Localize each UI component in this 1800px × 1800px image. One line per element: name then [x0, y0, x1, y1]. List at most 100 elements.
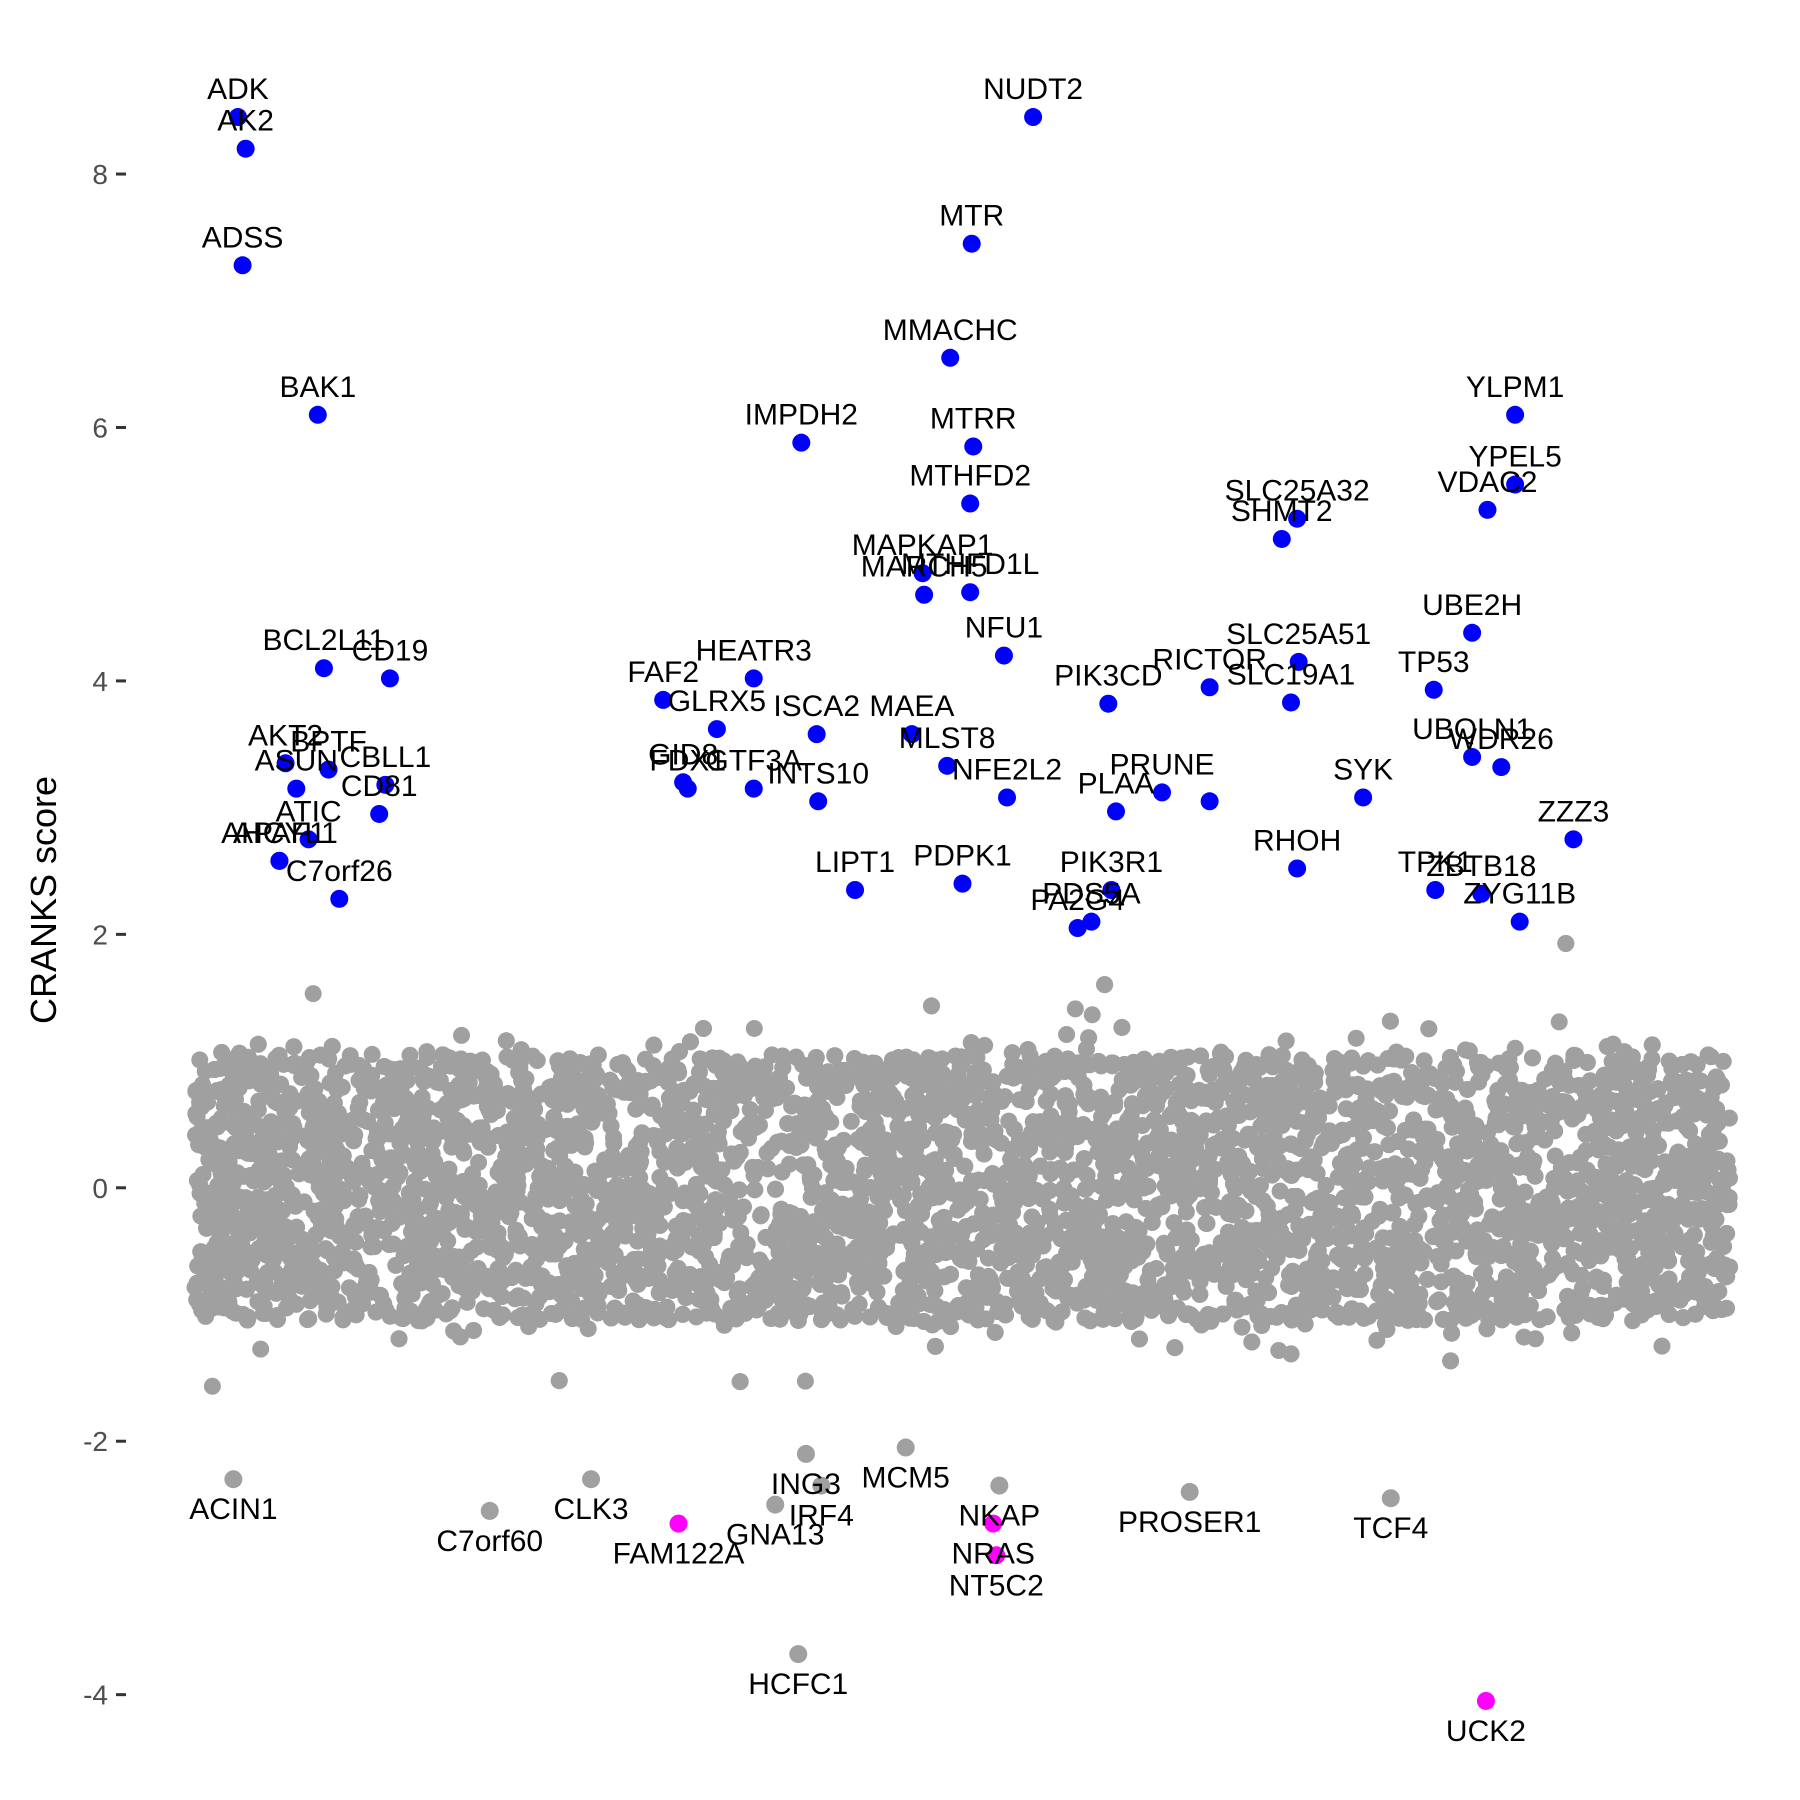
- data-point: [1192, 1047, 1210, 1065]
- data-point: [318, 1242, 336, 1260]
- data-point: [721, 1247, 739, 1265]
- data-point: [1368, 1331, 1386, 1349]
- data-point: [694, 1051, 712, 1069]
- data-point: [1191, 1285, 1209, 1303]
- data-point: [1534, 1113, 1552, 1131]
- data-point: [731, 1373, 749, 1391]
- data-point: [238, 1280, 256, 1298]
- data-point: [1699, 1046, 1717, 1064]
- data-point: [904, 1098, 922, 1116]
- data-point: [831, 1311, 849, 1329]
- data-point: [1418, 1270, 1436, 1288]
- data-point: [1415, 1052, 1433, 1070]
- data-point: [411, 1162, 429, 1180]
- data-point: [1243, 1333, 1261, 1351]
- data-point: [846, 1307, 864, 1325]
- data-point: [353, 1154, 371, 1172]
- data-point: [1347, 1029, 1365, 1047]
- data-point: [1653, 1337, 1671, 1355]
- data-point: [992, 1254, 1010, 1272]
- data-point: [1142, 1301, 1160, 1319]
- data-point: [1634, 1223, 1652, 1241]
- data-point: [375, 1222, 393, 1240]
- data-point: [304, 985, 322, 1003]
- data-point: [676, 1184, 694, 1202]
- data-point: [1257, 1269, 1275, 1287]
- data-point: [323, 1037, 341, 1055]
- data-point: [1096, 976, 1114, 994]
- data-point: [796, 1372, 814, 1390]
- data-point: [1336, 1056, 1354, 1074]
- data-point: [629, 1296, 647, 1314]
- data-point: [1002, 1150, 1020, 1168]
- data-point: [1606, 1294, 1624, 1312]
- data-point: [579, 1320, 597, 1338]
- data-point: [1516, 1183, 1534, 1201]
- data-point: [1165, 1214, 1183, 1232]
- data-point: [1685, 1226, 1703, 1244]
- data-point: [1130, 1330, 1148, 1348]
- data-point: [1550, 1013, 1568, 1031]
- data-point: [566, 1163, 584, 1181]
- data-point: [975, 1145, 993, 1163]
- data-point: [192, 1243, 210, 1261]
- data-point: [1515, 1328, 1533, 1346]
- data-point: [985, 1175, 1003, 1193]
- data-point: [744, 1113, 762, 1131]
- data-point: [772, 1237, 790, 1255]
- data-point: [967, 1085, 985, 1103]
- data-point: [282, 1292, 300, 1310]
- data-point: [249, 1035, 267, 1053]
- data-point: [711, 1214, 729, 1232]
- data-point: [1046, 1280, 1064, 1298]
- data-point: [1443, 1324, 1461, 1342]
- data-point: [589, 1046, 607, 1064]
- data-point: [1125, 1191, 1143, 1209]
- data-point: [1233, 1318, 1251, 1336]
- data-point: [1604, 1035, 1622, 1053]
- data-point: [745, 1019, 763, 1037]
- data-point: [736, 1234, 754, 1252]
- data-point: [1666, 1224, 1684, 1242]
- data-point: [816, 1186, 834, 1204]
- data-point: [1198, 1214, 1216, 1232]
- data-point: [1019, 1041, 1037, 1059]
- data-point: [550, 1372, 568, 1390]
- data-point: [267, 1284, 285, 1302]
- data-point: [1083, 1006, 1101, 1024]
- data-point: [833, 1173, 851, 1191]
- data-point: [453, 1026, 471, 1044]
- data-point: [1212, 1043, 1230, 1061]
- data-point: [351, 1094, 369, 1112]
- data-point: [707, 1106, 725, 1124]
- data-point: [1305, 1104, 1323, 1122]
- data-point: [1377, 1158, 1395, 1176]
- data-point: [1177, 1203, 1195, 1221]
- data-point: [1133, 1116, 1151, 1134]
- data-point: [1378, 1321, 1396, 1339]
- data-point: [1475, 1232, 1493, 1250]
- data-point: [1271, 1182, 1289, 1200]
- data-point: [334, 1311, 352, 1329]
- data-point: [1137, 1199, 1155, 1217]
- background-points-layer: [186, 935, 1739, 1395]
- data-point: [491, 1308, 509, 1326]
- data-point: [968, 1048, 986, 1066]
- data-point: [431, 1072, 449, 1090]
- data-point: [1681, 1122, 1699, 1140]
- data-point: [652, 1107, 670, 1125]
- data-point: [427, 1185, 445, 1203]
- data-point: [213, 1044, 231, 1062]
- data-point: [702, 1300, 720, 1318]
- data-point: [738, 1249, 756, 1267]
- data-point: [1415, 1242, 1433, 1260]
- data-point: [301, 1292, 319, 1310]
- data-point: [842, 1112, 860, 1130]
- data-point: [967, 1063, 985, 1081]
- data-point: [1643, 1036, 1661, 1054]
- data-point: [1015, 1156, 1033, 1174]
- data-point: [813, 1311, 831, 1329]
- data-point: [399, 1110, 417, 1128]
- data-point: [1113, 1018, 1131, 1036]
- data-point: [363, 1045, 381, 1063]
